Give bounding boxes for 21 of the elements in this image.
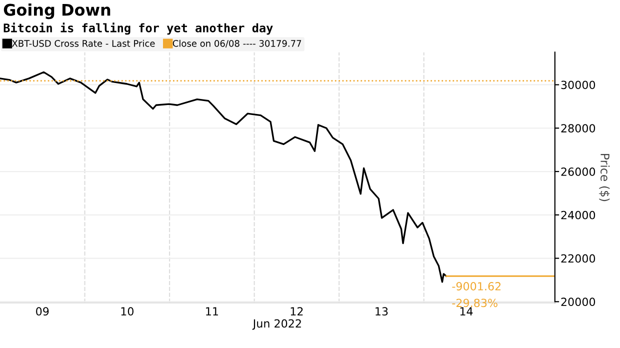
x-tick-label: 14	[460, 307, 473, 316]
x-tick-label: 09	[36, 307, 49, 316]
y-axis-title: Price ($)	[598, 154, 610, 202]
x-tick-label: 11	[206, 307, 218, 316]
x-tick-label: 13	[376, 307, 388, 316]
y-tick-label: 30000	[561, 80, 596, 90]
x-tick-label: 12	[290, 307, 303, 316]
legend-label: XBT-USD Cross Rate - Last Price	[12, 40, 155, 47]
annotation: -29.83%	[452, 298, 498, 308]
chart-subtitle: Bitcoin is falling for yet another day	[4, 22, 273, 35]
y-tick-label: 20000	[561, 298, 596, 306]
y-tick-label: 24000	[561, 210, 596, 220]
chart-title: Going Down	[4, 3, 110, 20]
x-tick-label: 10	[121, 307, 134, 316]
x-axis-title: Jun 2022	[252, 319, 301, 330]
y-tick-label: 22000	[561, 254, 596, 263]
y-tick-label: 26000	[561, 167, 596, 176]
annotation: -9001.62	[452, 282, 501, 290]
legend-label: Close on 06/08 ---- 30179.77	[172, 40, 302, 48]
line-series	[0, 71, 447, 283]
y-tick-label: 28000	[561, 124, 596, 133]
